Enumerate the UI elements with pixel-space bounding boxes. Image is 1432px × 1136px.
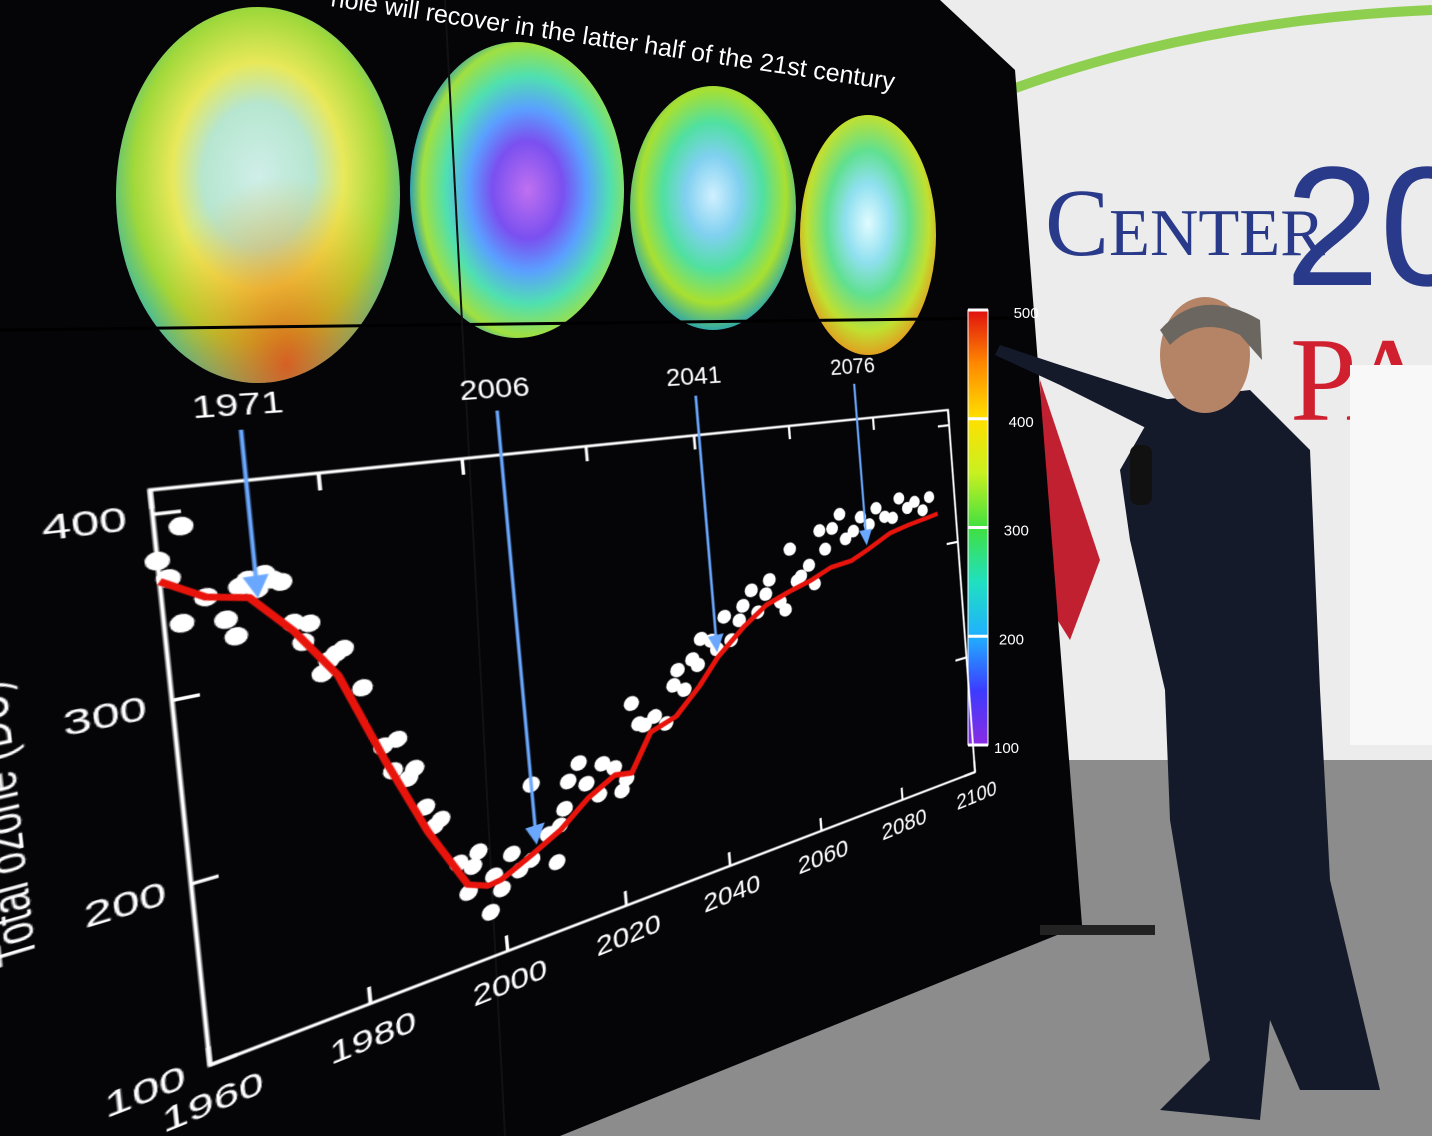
highlight-year-label: 1971 bbox=[190, 384, 285, 425]
data-point bbox=[782, 541, 797, 557]
colorbar-tick-label: 400 bbox=[1009, 414, 1034, 431]
x-tick bbox=[974, 761, 975, 772]
x-tick bbox=[369, 987, 371, 1004]
data-point bbox=[569, 753, 588, 773]
x-tick-top bbox=[694, 435, 695, 449]
presenter-arm bbox=[995, 345, 1170, 430]
data-point bbox=[825, 521, 839, 536]
globe-1971-hot bbox=[116, 7, 400, 383]
data-point bbox=[168, 612, 196, 635]
data-point bbox=[735, 597, 751, 615]
data-point bbox=[559, 771, 578, 792]
podium bbox=[1350, 365, 1432, 745]
data-point bbox=[744, 582, 759, 599]
colorbar-tick-label: 300 bbox=[1004, 523, 1029, 540]
data-point bbox=[923, 490, 935, 504]
data-point bbox=[143, 550, 172, 573]
presenter-hair bbox=[1160, 304, 1262, 360]
data-point bbox=[818, 541, 832, 557]
data-point bbox=[716, 608, 732, 626]
x-tick bbox=[902, 788, 903, 800]
y-tick bbox=[191, 876, 218, 884]
x-tick-top bbox=[318, 473, 320, 490]
highlight-arrowhead bbox=[859, 528, 874, 547]
y-tick-right bbox=[938, 425, 949, 426]
data-point bbox=[547, 851, 567, 873]
x-tick-top bbox=[586, 446, 587, 461]
globe-2006 bbox=[410, 42, 624, 338]
presenter-body bbox=[1120, 390, 1380, 1120]
x-tick bbox=[506, 936, 507, 951]
colorbar: 100 200 300 400 500 bbox=[967, 305, 1039, 757]
x-tick-top bbox=[147, 489, 155, 510]
data-point bbox=[893, 491, 905, 506]
highlight-year-label: 2006 bbox=[458, 371, 531, 406]
screen-seam bbox=[0, 316, 1021, 332]
data-point bbox=[669, 661, 686, 679]
data-point bbox=[502, 843, 522, 865]
colorbar-tick-label: 100 bbox=[994, 740, 1019, 757]
x-tick bbox=[625, 891, 626, 905]
globe-2041 bbox=[630, 86, 796, 330]
x-tick-top bbox=[873, 418, 874, 430]
colorbar-tick-label: 200 bbox=[999, 631, 1024, 648]
data-point bbox=[577, 773, 596, 794]
x-tick bbox=[208, 1047, 210, 1065]
presenter bbox=[995, 297, 1380, 1120]
flag bbox=[1040, 380, 1100, 640]
data-point bbox=[762, 571, 777, 588]
y-tick bbox=[153, 511, 181, 514]
colorbar-tick-label: 500 bbox=[1014, 305, 1039, 322]
data-point bbox=[351, 677, 374, 699]
banner-year: 20 bbox=[1285, 132, 1432, 322]
x-tick-top bbox=[462, 459, 463, 475]
x-tick bbox=[729, 852, 730, 866]
banner-swoosh bbox=[1008, 5, 1432, 95]
highlight-year-label: 2041 bbox=[665, 361, 722, 392]
screen-seam bbox=[444, 0, 506, 1136]
highlight-year-label: 2076 bbox=[829, 352, 875, 380]
data-point bbox=[623, 694, 640, 713]
microphone bbox=[1130, 445, 1152, 505]
x-tick-top bbox=[948, 410, 949, 422]
x-tick-top bbox=[789, 426, 790, 439]
highlight-arrow bbox=[497, 411, 536, 837]
x-tick bbox=[820, 818, 821, 831]
y-tick bbox=[172, 695, 200, 701]
data-point bbox=[916, 503, 929, 518]
data-point bbox=[833, 507, 846, 522]
y-tick-right bbox=[947, 542, 958, 544]
y-tick-right bbox=[955, 657, 966, 660]
banner-text: Center bbox=[1045, 169, 1325, 276]
data-point bbox=[869, 501, 882, 516]
data-point bbox=[167, 515, 195, 537]
data-point bbox=[481, 901, 501, 924]
data-point bbox=[812, 523, 826, 539]
globe-2076 bbox=[800, 115, 936, 355]
